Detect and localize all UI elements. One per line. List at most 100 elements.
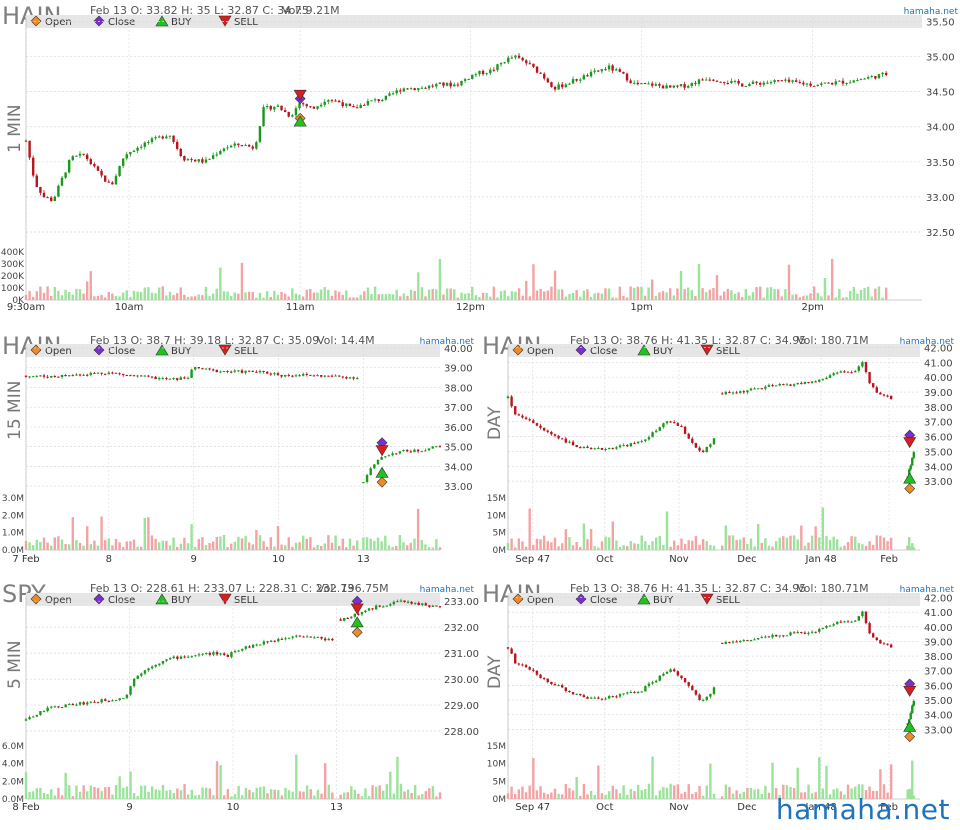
volume-bar (818, 537, 821, 550)
candle-body (510, 648, 513, 654)
candle-body (618, 694, 622, 697)
candle-body (622, 445, 625, 447)
candle-body (223, 653, 226, 655)
volume-bar (176, 788, 179, 799)
candle-body (402, 88, 406, 92)
price-tick-label: 40.00 (924, 373, 953, 384)
candle-body (395, 90, 398, 94)
candle-body (575, 445, 578, 448)
candle-body (409, 88, 413, 90)
volume-bar (247, 291, 251, 300)
candle-body (46, 707, 49, 712)
price-tick-label: 37.00 (924, 418, 953, 429)
chart-panel-1: HAINFeb 13 O: 33.82 H: 35 L: 32.87 C: 34… (1, 2, 959, 313)
candle-body (633, 443, 636, 445)
volume-bar (391, 546, 394, 550)
candle-body (769, 82, 773, 84)
volume-bar (226, 291, 229, 300)
candle-body (528, 63, 532, 65)
candle-body (909, 465, 912, 470)
volume-bar (233, 541, 236, 550)
candle-body (424, 87, 427, 89)
volume-bar (803, 792, 807, 799)
candle-body (277, 638, 280, 642)
volume-tick-label: 4.0M (2, 760, 24, 770)
volume-bar (731, 535, 735, 550)
candle-body (907, 469, 911, 478)
volume-bar (673, 540, 676, 550)
volume-bar (778, 537, 781, 550)
candle-body (248, 370, 251, 372)
candle-body (157, 136, 161, 138)
volume-bar (150, 292, 154, 300)
volume-bar (364, 788, 367, 799)
candle-body (586, 697, 589, 699)
candle-body (35, 175, 38, 187)
volume-bar (607, 537, 611, 550)
volume-bar (514, 547, 517, 550)
candle-body (374, 605, 378, 610)
volume-bar (886, 792, 889, 799)
candle-body (212, 652, 215, 655)
volume-bar (334, 535, 337, 550)
candle-body (683, 426, 687, 434)
volume-bar (280, 795, 284, 799)
volume-bar (302, 791, 305, 799)
candle-body (633, 692, 636, 694)
candle-body (814, 381, 817, 383)
volume-bar (381, 294, 384, 300)
candle-body (611, 447, 615, 449)
legend-marker-open (30, 344, 42, 356)
candle-body (179, 377, 182, 380)
volume-bar (438, 547, 442, 550)
volume-bar (337, 291, 341, 300)
volume-bar (93, 540, 96, 550)
candle-body (147, 141, 150, 143)
candle-body (597, 70, 600, 72)
candle-body (669, 85, 672, 88)
volume-bar (42, 792, 46, 799)
candle-body (215, 154, 218, 156)
volume-bar (879, 535, 882, 550)
candle-body (658, 84, 661, 86)
candle-body (726, 83, 730, 85)
candle-body (377, 99, 380, 102)
candle-body (690, 82, 694, 86)
volume-bar (259, 787, 262, 799)
volume-bar (42, 292, 46, 300)
volume-bar (201, 787, 204, 799)
candle-body (35, 714, 39, 717)
candle-body (129, 152, 132, 155)
candle-body (284, 374, 287, 377)
volume-bar (755, 287, 758, 300)
volume-bar (561, 794, 564, 799)
volume-bar (219, 765, 222, 799)
candle-body (593, 70, 596, 72)
volume-bar (550, 542, 553, 550)
volume-bar (385, 784, 388, 799)
candle-body (39, 186, 42, 193)
volume-bar (697, 264, 701, 300)
volume-bar (589, 528, 593, 550)
volume-bar (708, 289, 712, 300)
candle-body (625, 73, 629, 81)
candle-body (431, 446, 434, 449)
site-watermark[interactable]: hamaha.net (775, 793, 950, 826)
volume-bar (604, 794, 607, 799)
candle-body (89, 701, 93, 703)
volume-bar (301, 296, 305, 300)
volume-bar (68, 544, 71, 550)
volume-bar (731, 793, 735, 799)
time-tick-label: 9:30am (7, 302, 45, 313)
legend-label-close: Close (108, 346, 135, 357)
candle-body (431, 85, 434, 87)
candle-body (417, 88, 420, 91)
candle-body (190, 656, 193, 658)
candle-body (240, 145, 244, 147)
volume-bar (89, 544, 92, 550)
candle-body (305, 373, 308, 375)
candle-body (640, 83, 643, 85)
volume-bar (316, 544, 319, 550)
volume-bar (532, 758, 535, 799)
candle-body (161, 378, 164, 380)
